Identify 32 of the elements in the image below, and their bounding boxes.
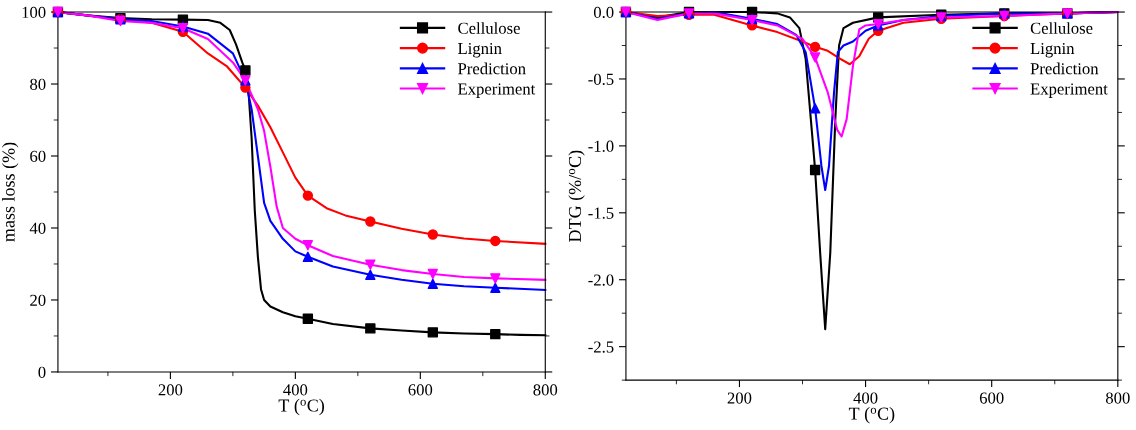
y-tick-label: 80	[30, 78, 46, 90]
y-tick-label: -1.0	[588, 140, 614, 152]
legend-label: Experiment	[1030, 83, 1108, 98]
x-tick-label: 800	[1105, 392, 1130, 404]
y-tick-label: -1.5	[588, 207, 614, 219]
y-axis-title: mass loss (%)	[1, 142, 19, 242]
y-tick-label: -2.0	[588, 274, 614, 286]
legend-label: Cellulose	[458, 22, 520, 34]
legend-label: Experiment	[458, 83, 536, 98]
x-tick-label: 400	[283, 384, 308, 396]
y-tick-label: 0.0	[593, 6, 614, 19]
legend-label: Prediction	[458, 62, 526, 75]
y-axis-title: DTG (%/$^{o}$C)	[568, 150, 585, 242]
x-axis-title: T ($^{o}$C)	[848, 407, 895, 424]
y-tick-label: -0.5	[588, 73, 614, 85]
y-tick-label: -2.5	[588, 341, 614, 353]
y-tick-label: 60	[30, 150, 46, 162]
x-tick-label: 600	[979, 392, 1004, 404]
legend-label: Lignin	[458, 42, 502, 58]
y-tick-label: 0	[38, 366, 46, 378]
x-tick-label: 800	[533, 384, 558, 396]
x-axis-title: T ($^{o}$C)	[278, 398, 325, 416]
y-tick-label: 100	[22, 6, 46, 18]
y-tick-label: 40	[29, 222, 46, 234]
x-tick-label: 400	[853, 392, 878, 404]
legend-label: Lignin	[1030, 42, 1075, 58]
legend-label: Prediction	[1030, 62, 1099, 75]
x-tick-label: 600	[408, 384, 433, 396]
x-tick-label: 200	[158, 384, 183, 396]
legend-label: Cellulose	[1030, 22, 1093, 34]
y-tick-label: 20	[30, 294, 46, 306]
x-tick-label: 200	[727, 392, 752, 404]
